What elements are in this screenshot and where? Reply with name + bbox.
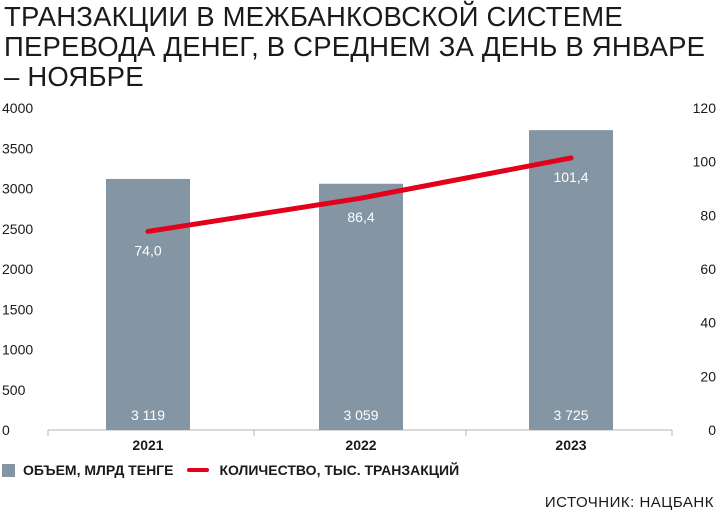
- legend-item-volume: ОБЪЕМ, МЛРД ТЕНГЕ: [2, 462, 173, 478]
- y-left-tick-label: 1500: [2, 301, 33, 317]
- bar-value-label: 3 059: [343, 407, 378, 423]
- y-left-tick-label: 3000: [2, 181, 33, 197]
- y-left-tick-label: 4000: [2, 100, 33, 116]
- bar: [529, 130, 613, 430]
- y-right-tick-label: 60: [700, 261, 716, 277]
- y-left-tick-label: 500: [2, 382, 26, 398]
- legend-swatch-line: [187, 468, 210, 472]
- bar: [319, 183, 403, 430]
- title-line-1: ТРАНЗАКЦИИ В МЕЖБАНКОВСКОЙ СИСТЕМЕ: [4, 1, 623, 32]
- y-right-tick-label: 20: [700, 368, 716, 384]
- source-note: ИСТОЧНИК: НАЦБАНК: [544, 494, 714, 511]
- x-tick-label: 2023: [555, 437, 586, 453]
- legend-label-count: КОЛИЧЕСТВО, ТЫС. ТРАНЗАКЦИЙ: [219, 462, 460, 478]
- bar: [106, 178, 190, 430]
- line-value-label: 101,4: [553, 169, 588, 185]
- title-line-2: ПЕРЕВОДА ДЕНЕГ, В СРЕДНЕМ ЗА ДЕНЬ В ЯНВА…: [4, 31, 706, 62]
- y-left-tick-label: 0: [2, 422, 10, 438]
- y-left-tick-label: 2000: [2, 261, 33, 277]
- y-left-tick-label: 3500: [2, 140, 33, 156]
- line-value-label: 86,4: [347, 209, 374, 225]
- legend-item-count: КОЛИЧЕСТВО, ТЫС. ТРАНЗАКЦИЙ: [187, 462, 459, 478]
- y-right-tick-label: 120: [693, 100, 717, 116]
- bar-value-label: 3 119: [131, 407, 165, 423]
- chart-title: ТРАНЗАКЦИИ В МЕЖБАНКОВСКОЙ СИСТЕМЕ ПЕРЕВ…: [4, 2, 716, 92]
- legend-label-volume: ОБЪЕМ, МЛРД ТЕНГЕ: [23, 462, 174, 478]
- y-right-tick-label: 100: [693, 154, 717, 170]
- line-value-label: 74,0: [134, 242, 161, 258]
- y-right-tick-label: 80: [700, 207, 716, 223]
- y-right-tick-label: 40: [700, 315, 716, 331]
- y-left-tick-label: 2500: [2, 221, 33, 237]
- legend: ОБЪЕМ, МЛРД ТЕНГЕ КОЛИЧЕСТВО, ТЫС. ТРАНЗ…: [2, 460, 473, 480]
- legend-swatch-bar: [2, 463, 15, 477]
- x-tick-label: 2021: [132, 437, 163, 453]
- title-line-3: – НОЯБРЕ: [4, 61, 144, 92]
- y-right-tick-label: 0: [708, 422, 716, 438]
- y-left-tick-label: 1000: [2, 342, 33, 358]
- bar-value-label: 3 725: [553, 407, 588, 423]
- x-tick-label: 2022: [345, 437, 376, 453]
